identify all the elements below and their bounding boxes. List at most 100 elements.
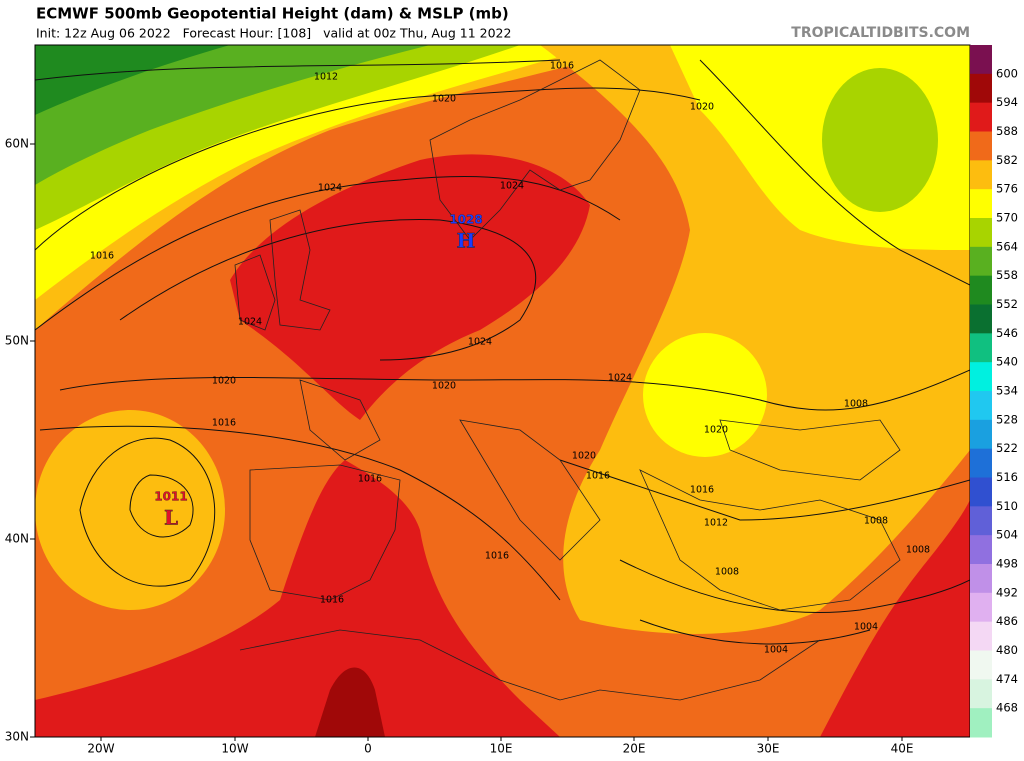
map bbox=[35, 45, 970, 737]
isobar-label: 1016 bbox=[690, 485, 714, 496]
isobar-label: 1016 bbox=[358, 474, 382, 485]
center-letter: L bbox=[164, 506, 178, 530]
isobar-label: 1016 bbox=[586, 471, 610, 482]
colorbar-label: 528 bbox=[996, 412, 1018, 426]
colorbar-bin bbox=[970, 477, 992, 507]
colorbar-bin bbox=[970, 679, 992, 709]
colorbar-bin bbox=[970, 564, 992, 594]
colorbar-label: 594 bbox=[996, 95, 1018, 109]
center-letter: H bbox=[457, 229, 476, 253]
isobar-label: 1020 bbox=[572, 451, 596, 462]
isobar-label: 1016 bbox=[212, 418, 236, 429]
colorbar-label: 486 bbox=[996, 614, 1018, 628]
isobar-label: 1008 bbox=[844, 399, 868, 410]
isobar-label: 1004 bbox=[854, 622, 878, 633]
colorbar-bin bbox=[970, 189, 992, 219]
lat-label: 50N bbox=[5, 334, 29, 348]
colorbar-label: 492 bbox=[996, 585, 1018, 599]
isobar-label: 1012 bbox=[704, 518, 728, 529]
isobar-label: 1016 bbox=[320, 595, 344, 606]
isobar-label: 1016 bbox=[550, 61, 574, 72]
isobar-label: 1024 bbox=[468, 337, 492, 348]
lon-label: 20E bbox=[623, 742, 646, 756]
colorbar-bin bbox=[970, 362, 992, 392]
lon-label: 30E bbox=[757, 742, 780, 756]
field bbox=[35, 460, 560, 737]
isobar-label: 1024 bbox=[500, 181, 524, 192]
colorbar-bin bbox=[970, 131, 992, 161]
isobar-label: 1008 bbox=[715, 567, 739, 578]
lon-label: 0 bbox=[364, 742, 372, 756]
colorbar-bin bbox=[970, 448, 992, 478]
colorbar-label: 468 bbox=[996, 701, 1018, 715]
isobar-label: 1024 bbox=[318, 183, 342, 194]
isobar-label: 1020 bbox=[212, 376, 236, 387]
colorbar-label: 534 bbox=[996, 384, 1018, 398]
isobar-label: 1020 bbox=[690, 102, 714, 113]
colorbar-bin bbox=[970, 304, 992, 334]
colorbar: 600 594 588 582 576 570 564 558 552 546 540 534 528 5… bbox=[970, 45, 1018, 738]
colorbar-bin bbox=[970, 708, 992, 738]
coastlines bbox=[234, 59, 901, 701]
lon-label: 40E bbox=[891, 742, 914, 756]
colorbar-bin bbox=[970, 650, 992, 680]
colorbar-bin bbox=[970, 102, 992, 132]
isobars bbox=[35, 59, 970, 645]
lon-label: 10W bbox=[221, 742, 248, 756]
field bbox=[35, 45, 230, 115]
subtitle: Init: 12z Aug 06 2022 Forecast Hour: [10… bbox=[36, 26, 511, 41]
colorbar-bin bbox=[970, 218, 992, 248]
colorbar-label: 480 bbox=[996, 643, 1018, 657]
colorbar-label: 576 bbox=[996, 182, 1018, 196]
colorbar-bin bbox=[970, 73, 992, 104]
isobar-label: 1020 bbox=[704, 425, 728, 436]
colorbar-label: 552 bbox=[996, 297, 1018, 311]
field bbox=[315, 667, 385, 737]
colorbar-bin bbox=[970, 333, 992, 363]
lon-label: 20W bbox=[87, 742, 114, 756]
colorbar-label: 582 bbox=[996, 153, 1018, 167]
colorbar-label: 588 bbox=[996, 124, 1018, 138]
colorbar-bin bbox=[970, 275, 992, 305]
isobar-label: 1020 bbox=[432, 94, 456, 105]
isobar-label: 1020 bbox=[432, 381, 456, 392]
center-value: 1028 bbox=[449, 213, 482, 227]
colorbar-bin bbox=[970, 621, 992, 651]
colorbar-label: 516 bbox=[996, 470, 1018, 484]
colorbar-bin bbox=[970, 535, 992, 565]
colorbar-bin bbox=[970, 45, 992, 75]
lat-label: 40N bbox=[5, 532, 29, 546]
colorbar-label: 570 bbox=[996, 211, 1018, 225]
watermark: TROPICALTIDBITS.COM bbox=[791, 25, 970, 41]
isobar-label: 1016 bbox=[485, 551, 509, 562]
colorbar-bin bbox=[970, 592, 992, 623]
colorbar-label: 540 bbox=[996, 355, 1018, 369]
lat-label: 30N bbox=[5, 730, 29, 744]
isobar-label: 1012 bbox=[314, 72, 338, 83]
isobar-label: 1016 bbox=[90, 251, 114, 262]
colorbar-bin bbox=[970, 506, 992, 536]
colorbar-label: 600 bbox=[996, 66, 1018, 80]
colorbar-label: 522 bbox=[996, 441, 1018, 455]
colorbar-bin bbox=[970, 246, 992, 277]
field bbox=[820, 500, 970, 737]
colorbar-label: 504 bbox=[996, 528, 1018, 542]
colorbar-label: 558 bbox=[996, 268, 1018, 282]
isobar-label: 1008 bbox=[906, 545, 930, 556]
colorbar-label: 498 bbox=[996, 557, 1018, 571]
title: ECMWF 500mb Geopotential Height (dam) & … bbox=[36, 5, 509, 23]
isobar-label: 1004 bbox=[764, 645, 788, 656]
isobar-label: 1008 bbox=[864, 516, 888, 527]
field bbox=[643, 333, 767, 457]
colorbar-label: 546 bbox=[996, 326, 1018, 340]
colorbar-bin bbox=[970, 160, 992, 190]
colorbar-bin bbox=[970, 419, 992, 450]
center-value: 1011 bbox=[154, 490, 187, 504]
field bbox=[35, 45, 430, 185]
colorbar-label: 474 bbox=[996, 672, 1018, 686]
colorbar-label: 510 bbox=[996, 499, 1018, 513]
lat-label: 60N bbox=[5, 137, 29, 151]
lon-label: 10E bbox=[490, 742, 513, 756]
isobar-label: 1024 bbox=[238, 317, 262, 328]
